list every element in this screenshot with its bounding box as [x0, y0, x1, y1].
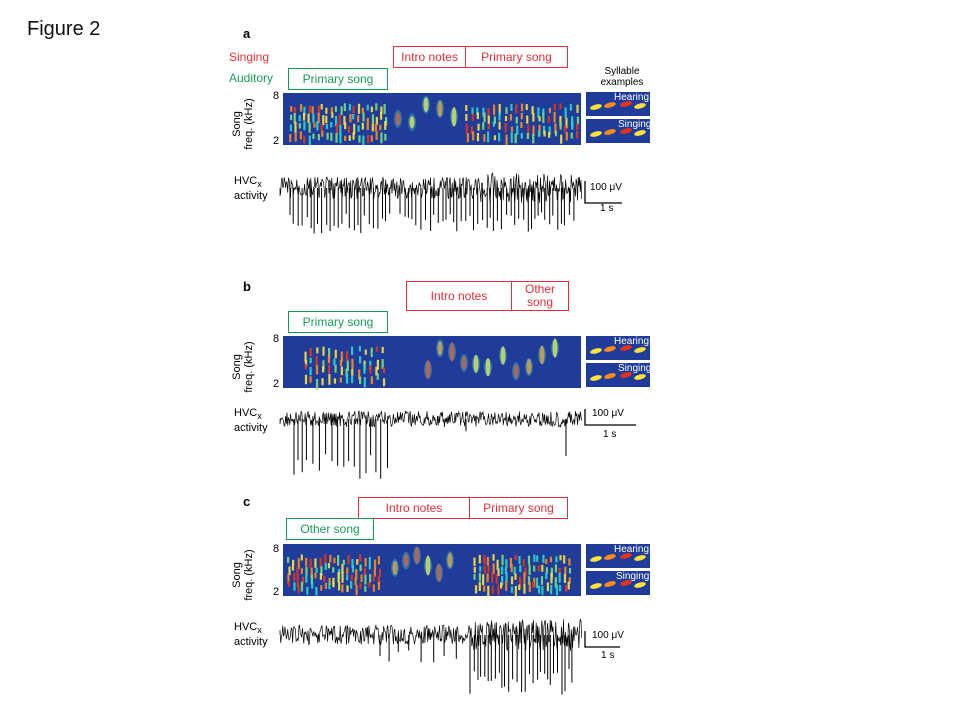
panel-c-singing-thumb: [586, 571, 650, 595]
panel-a-intro-notes-box: Intro notes: [393, 46, 466, 68]
panel-b-trace: [279, 410, 583, 479]
panel-a-hearing-label: Hearing: [614, 92, 650, 103]
panel-c-letter: c: [243, 494, 251, 509]
panel-b-tick-2: 2: [273, 378, 280, 390]
panel-b-tick-8: 8: [273, 333, 280, 345]
panel-c-spectrogram: [283, 544, 581, 597]
panel-a-hearing-thumb: [586, 92, 650, 116]
panel-c-intro-notes-box: Intro notes: [358, 497, 470, 519]
panel-c-hearing-thumb: [586, 544, 650, 568]
panel-a-singing-label: Singing: [618, 119, 652, 130]
panel-a-singing-thumb: [586, 119, 650, 143]
panel-b-spectrogram: [283, 336, 581, 390]
panel-a-hvc-label: HVCx activity: [234, 175, 268, 203]
panel-b-singing-label: Singing: [618, 363, 652, 374]
panel-b-hvc-label: HVCx activity: [234, 407, 268, 435]
panel-c-hvc-label: HVCx activity: [234, 621, 268, 649]
panel-c-auditory-other-song-box: Other song: [286, 518, 374, 540]
panel-b-scalebar: [584, 409, 636, 426]
panel-a-freq-label: Song freq. (kHz): [231, 98, 255, 150]
panel-b-intro-notes-box: Intro notes: [406, 281, 512, 311]
panel-b-scale-time: 1 s: [603, 429, 617, 440]
panel-a-tick-2: 2: [273, 135, 280, 147]
panel-a-letter: a: [243, 26, 251, 41]
panel-c-scale-time: 1 s: [601, 650, 615, 661]
panel-c-scalebar: [584, 631, 620, 648]
panel-b-other-song-box: Other song: [511, 281, 569, 311]
panel-a-syllable-header: Syllable examples: [600, 66, 644, 88]
panel-a-scalebar: [584, 181, 622, 204]
panel-c-singing-label: Singing: [616, 571, 650, 582]
panel-c-scale-voltage: 100 μV: [592, 630, 624, 641]
panel-a-scale-voltage: 100 μV: [590, 182, 622, 193]
slide-title: Figure 2: [27, 18, 101, 40]
panel-c-trace: [279, 618, 583, 695]
panel-a-spectrogram: [283, 93, 581, 146]
panel-c-hearing-label: Hearing: [614, 544, 650, 555]
legend-auditory: Auditory: [229, 71, 274, 85]
panel-b-freq-label: Song freq. (kHz): [231, 341, 255, 393]
panel-a-auditory-primary-song-box: Primary song: [288, 68, 388, 90]
panel-b-auditory-primary-song-box: Primary song: [288, 311, 388, 333]
panel-a-tick-8: 8: [273, 90, 280, 102]
panel-a-scale-time: 1 s: [600, 203, 614, 214]
panel-c-singing-primary-song-box: Primary song: [469, 497, 568, 519]
panel-b-scale-voltage: 100 μV: [592, 408, 624, 419]
panel-a-trace: [279, 172, 583, 234]
panel-b-hearing-thumb: [586, 336, 650, 360]
panel-c-tick-8: 8: [273, 543, 280, 555]
panel-a-singing-primary-song-box: Primary song: [465, 46, 568, 68]
panel-c-tick-2: 2: [273, 586, 280, 598]
panel-b-hearing-label: Hearing: [614, 336, 650, 347]
panel-b-singing-thumb: [586, 363, 650, 387]
legend-singing: Singing: [229, 50, 270, 64]
panel-c-freq-label: Song freq. (kHz): [231, 549, 255, 601]
panel-b-letter: b: [243, 279, 251, 294]
